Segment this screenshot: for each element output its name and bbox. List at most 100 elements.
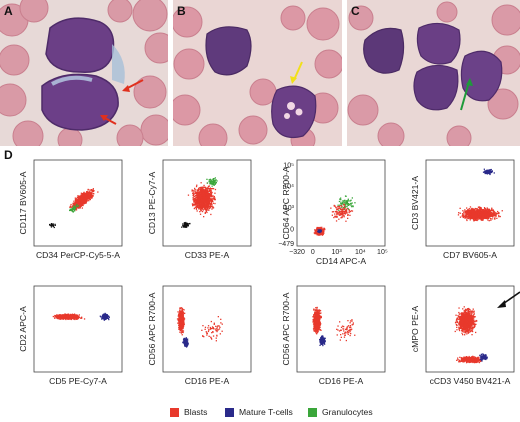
- blast-point: [203, 190, 205, 192]
- blast-point: [490, 215, 492, 217]
- blast-point: [73, 200, 75, 202]
- blast-point: [202, 189, 204, 191]
- blast-point: [343, 207, 345, 209]
- blast-point: [480, 208, 482, 211]
- blast-point: [204, 190, 206, 192]
- blast-point: [196, 195, 198, 197]
- granulocyte-point: [214, 180, 216, 182]
- blast-point: [468, 215, 471, 217]
- blast-point: [202, 209, 204, 211]
- blast-point: [70, 206, 72, 208]
- blast-point: [204, 186, 207, 189]
- blast-point: [83, 202, 85, 204]
- blast-point: [200, 198, 203, 201]
- blast-point: [210, 198, 212, 200]
- blast-point: [462, 210, 464, 212]
- blast-point: [466, 210, 468, 212]
- blast-point: [349, 214, 351, 216]
- granulocyte-point: [208, 179, 210, 181]
- blast-point: [79, 203, 81, 205]
- blast-point: [195, 205, 198, 207]
- blast-point: [489, 210, 491, 213]
- blast-point: [477, 211, 479, 214]
- blast-point: [348, 210, 350, 212]
- blast-point: [206, 204, 208, 206]
- granulocyte-point: [345, 200, 347, 202]
- blast-point: [491, 208, 493, 210]
- granulocyte-point: [340, 197, 342, 199]
- blast-point: [209, 206, 212, 209]
- blast-point: [336, 212, 338, 214]
- blast-point: [74, 203, 76, 206]
- blast-point: [466, 219, 468, 222]
- blast-point: [463, 213, 465, 215]
- blast-point: [59, 318, 61, 320]
- blast-point: [74, 197, 76, 199]
- blast-point: [206, 197, 208, 199]
- blast-point: [338, 218, 340, 220]
- granulocyte-point: [214, 181, 216, 183]
- blast-point: [475, 214, 478, 217]
- blast-point: [486, 216, 488, 218]
- blast-point: [89, 192, 92, 194]
- blast-point: [89, 191, 91, 193]
- blast-point: [210, 190, 212, 192]
- blast-point: [319, 227, 322, 230]
- other-point: [50, 226, 53, 228]
- blast-point: [489, 216, 491, 218]
- blast-point: [54, 315, 56, 317]
- blast-point: [477, 213, 479, 215]
- blast-point: [93, 190, 95, 192]
- blast-point: [79, 201, 81, 204]
- granulocyte-point: [213, 184, 215, 186]
- blast-point: [473, 209, 475, 212]
- tcell-point: [489, 173, 491, 176]
- blast-point: [334, 213, 336, 215]
- blast-point: [461, 213, 464, 215]
- blast-point: [214, 202, 216, 205]
- blast-point: [343, 211, 345, 213]
- blast-point: [77, 206, 80, 208]
- blast-point: [201, 190, 203, 193]
- blast-point: [461, 215, 463, 217]
- blast-point: [457, 214, 460, 216]
- blast-point: [207, 191, 209, 193]
- blast-point: [465, 211, 467, 214]
- tcell-point: [486, 169, 488, 171]
- blast-point: [212, 200, 214, 202]
- tcell-point: [320, 229, 322, 231]
- blast-point: [85, 194, 87, 196]
- blast-point: [203, 196, 206, 198]
- plot-y-label: CD13 PE-Cy7-A: [147, 171, 157, 234]
- blast-point: [195, 198, 198, 200]
- granulocyte-point: [209, 182, 211, 184]
- tcell-point: [484, 170, 486, 172]
- blast-point: [195, 194, 197, 197]
- blast-point: [84, 195, 87, 197]
- blast-point: [323, 228, 326, 230]
- blast-point: [204, 206, 207, 208]
- blast-point: [74, 198, 77, 201]
- blast-point: [210, 205, 213, 208]
- blast-point: [200, 206, 202, 208]
- granulocyte-point: [212, 182, 214, 185]
- granulocyte-point: [340, 199, 342, 201]
- blast-point: [192, 205, 194, 207]
- granulocyte-point: [211, 183, 213, 185]
- tcell-point: [319, 230, 322, 232]
- blast-point: [470, 216, 472, 218]
- blast-point: [79, 205, 81, 207]
- blast-point: [319, 227, 321, 229]
- blast-point: [80, 198, 82, 200]
- granulocyte-point: [210, 181, 212, 183]
- blast-point: [475, 215, 477, 217]
- blast-point: [80, 201, 82, 203]
- blast-point: [486, 207, 488, 209]
- blast-point: [86, 199, 88, 201]
- blast-point: [203, 204, 205, 206]
- blast-point: [336, 213, 338, 215]
- blast-point: [470, 212, 472, 214]
- granulocyte-point: [337, 204, 339, 206]
- blast-point: [313, 232, 315, 234]
- blast-point: [319, 232, 322, 234]
